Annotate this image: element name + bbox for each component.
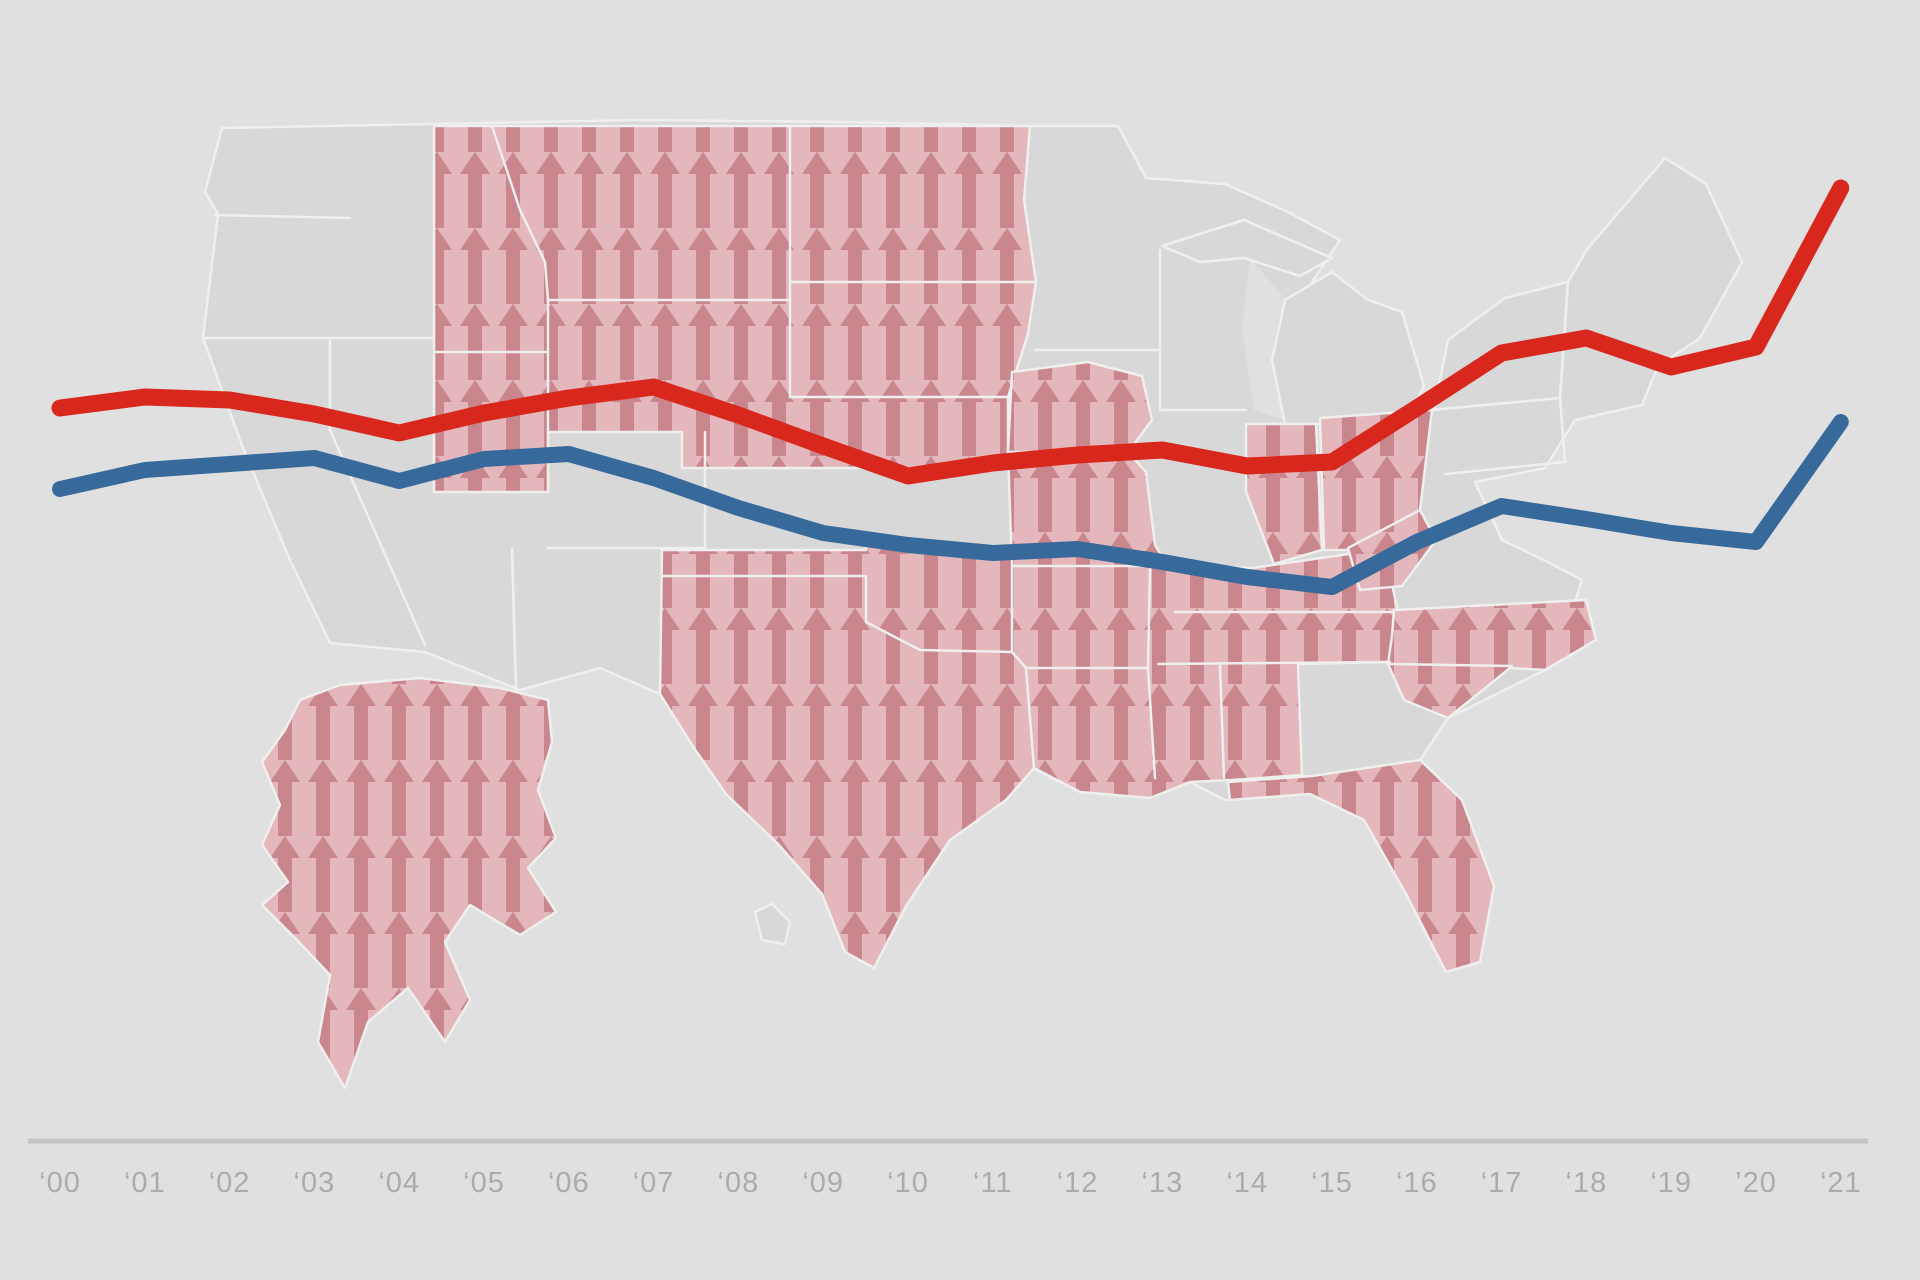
axis-label-year: ‘03 <box>294 1167 336 1199</box>
axis-label-year: ‘04 <box>378 1167 420 1199</box>
axis-label-year: ‘01 <box>124 1167 166 1199</box>
axis-label-year: ‘09 <box>802 1167 844 1199</box>
year-axis: ‘00 ‘01 ‘02 ‘03 ‘04 ‘05 ‘06 ‘07 ‘08 ‘09 ‘10 ‘11 ‘12 ‘… <box>28 1138 1868 1199</box>
border-idaho-montana <box>490 124 550 302</box>
state-florida <box>1226 758 1496 974</box>
axis-label-year: ’20 <box>1735 1167 1777 1199</box>
axis-label-year: ‘14 <box>1226 1167 1268 1199</box>
axis-label-year: ‘11 <box>973 1167 1013 1199</box>
region-iowa-missouri <box>1006 360 1170 570</box>
axis-label-year: ‘16 <box>1396 1167 1438 1199</box>
border-louisiana-mississippi <box>1146 666 1157 780</box>
axis-label-year: ‘05 <box>463 1167 505 1199</box>
state-alaska <box>260 676 558 1090</box>
state-hawaii <box>753 902 792 946</box>
axis-label-year: ‘12 <box>1057 1167 1099 1199</box>
axis-label-year: ‘07 <box>633 1167 675 1199</box>
border-pennsylvania-north <box>1430 396 1567 476</box>
border-mississippi-alabama <box>1218 664 1226 780</box>
border-california-nevada <box>328 336 427 647</box>
border-arizona-newmexico <box>510 546 518 692</box>
axis-label-year: ‘17 <box>1481 1167 1523 1199</box>
trend-lines <box>51 179 1850 595</box>
border-washington-oregon <box>213 213 352 220</box>
border-tennessee-south <box>1156 660 1392 666</box>
border-arkansas-mississippi <box>1146 566 1152 670</box>
region-northwest-block-ID-MT-WY-ND-SD-NE-UT <box>432 124 1038 494</box>
axis-label-year: ‘19 <box>1650 1167 1692 1199</box>
axis-label-year: ‘08 <box>718 1167 760 1199</box>
axis-label-year: ‘00 <box>39 1167 81 1199</box>
blue-trend-line <box>52 414 1849 595</box>
border-oklahoma-texas <box>660 574 1014 654</box>
axis-label-year: ‘21 <box>1820 1167 1862 1199</box>
axis-label-year: ‘02 <box>209 1167 251 1199</box>
region-north-south-carolina <box>1386 598 1598 720</box>
state-michigan-mitten <box>1270 270 1426 426</box>
axis-label-year: ‘06 <box>548 1167 590 1199</box>
axis-label-year: ‘15 <box>1311 1167 1353 1199</box>
axis-label-year: ‘10 <box>887 1167 929 1199</box>
axis-label-year: ‘13 <box>1142 1167 1184 1199</box>
border-northcarolina-southcarolina <box>1386 662 1514 668</box>
state-michigan-upper-peninsula <box>1160 218 1334 278</box>
red-trend-line <box>51 179 1850 485</box>
axis-label-year: ‘18 <box>1566 1167 1608 1199</box>
